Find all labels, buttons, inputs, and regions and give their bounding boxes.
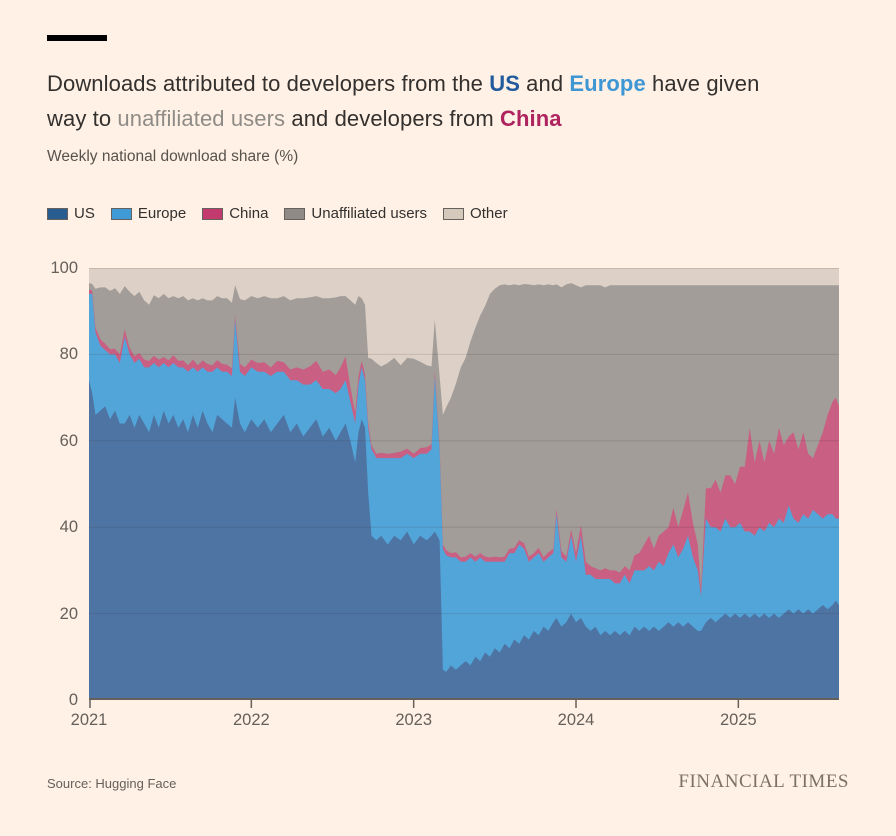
legend-label: China — [229, 205, 269, 222]
title-text: way to — [47, 105, 118, 131]
x-axis-label-2023: 2023 — [395, 711, 433, 729]
legend-item-china: China — [202, 205, 268, 222]
x-axis-label-2021: 2021 — [70, 711, 108, 729]
y-axis-label-0: 0 — [68, 691, 78, 709]
title-text: and — [519, 70, 570, 96]
source-note: Source: Hugging Face — [47, 776, 177, 791]
x-axis-label-2025: 2025 — [719, 711, 757, 729]
title-text: and developers from — [285, 105, 501, 131]
legend-swatch — [202, 207, 224, 220]
legend-item-unaffiliated-users: Unaffiliated users — [284, 205, 427, 222]
legend-item-europe: Europe — [110, 205, 187, 222]
stacked-area-plot — [89, 268, 839, 708]
chart-title: Downloads attributed to developers from … — [47, 66, 859, 136]
legend-swatch — [443, 207, 465, 220]
y-axis-label-40: 40 — [59, 518, 78, 537]
y-axis-label-100: 100 — [50, 259, 78, 277]
x-axis-label-2022: 2022 — [232, 711, 270, 729]
y-axis-label-80: 80 — [59, 345, 78, 364]
legend-label: Europe — [137, 205, 187, 222]
legend-swatch — [284, 207, 306, 220]
financial-times-logo: FINANCIAL TIMES — [678, 771, 849, 792]
title-text: Downloads attributed to developers from … — [47, 70, 490, 96]
title-highlight-us: US — [489, 70, 520, 96]
title-highlight-china: China — [500, 105, 562, 131]
chart-subtitle: Weekly national download share (%) — [47, 148, 299, 165]
title-highlight-unaffiliated: unaffiliated users — [117, 105, 286, 131]
title-highlight-europe: Europe — [569, 70, 646, 96]
legend-swatch — [110, 207, 132, 220]
kicker-bar — [47, 35, 107, 41]
area-us — [89, 380, 839, 700]
legend-swatch — [47, 207, 68, 220]
legend-label: Other — [470, 205, 508, 222]
legend-item-us: US — [47, 205, 95, 222]
legend-label: Unaffiliated users — [311, 205, 428, 222]
legend: US Europe China Unaffiliated users Other — [47, 205, 508, 222]
x-axis-label-2024: 2024 — [557, 711, 595, 729]
title-text: have given — [645, 70, 760, 96]
legend-label: US — [74, 205, 95, 222]
legend-item-other: Other — [443, 205, 508, 222]
y-axis-label-20: 20 — [59, 604, 78, 623]
y-axis-label-60: 60 — [59, 431, 78, 450]
